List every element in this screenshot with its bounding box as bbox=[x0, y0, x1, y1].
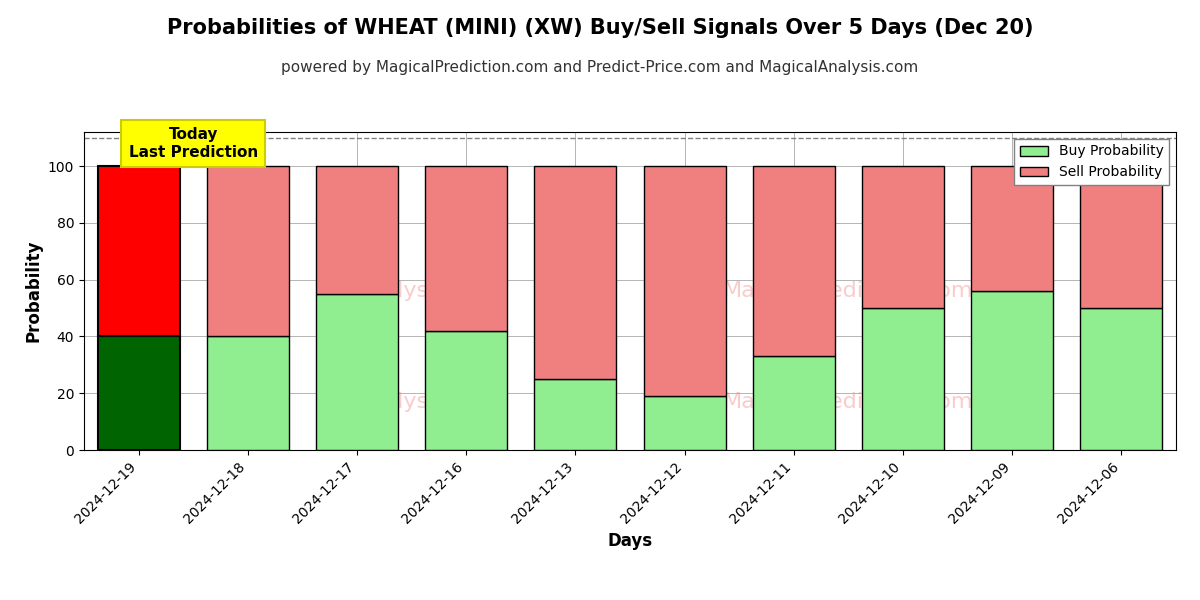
Bar bbox=[97, 166, 180, 337]
Bar bbox=[862, 166, 944, 308]
Legend: Buy Probability, Sell Probability: Buy Probability, Sell Probability bbox=[1014, 139, 1169, 185]
Bar bbox=[752, 356, 835, 450]
Text: Probabilities of WHEAT (MINI) (XW) Buy/Sell Signals Over 5 Days (Dec 20): Probabilities of WHEAT (MINI) (XW) Buy/S… bbox=[167, 18, 1033, 38]
Text: powered by MagicalPrediction.com and Predict-Price.com and MagicalAnalysis.com: powered by MagicalPrediction.com and Pre… bbox=[281, 60, 919, 75]
Bar bbox=[425, 166, 508, 331]
Bar bbox=[534, 166, 617, 379]
Bar bbox=[643, 396, 726, 450]
Bar bbox=[643, 166, 726, 396]
Text: MagicalPrediction.com: MagicalPrediction.com bbox=[724, 392, 973, 412]
Bar bbox=[1080, 308, 1163, 450]
Bar bbox=[206, 166, 289, 337]
Bar bbox=[752, 166, 835, 356]
Text: MagicalPrediction.com: MagicalPrediction.com bbox=[724, 281, 973, 301]
Bar bbox=[1080, 166, 1163, 308]
Bar bbox=[971, 291, 1054, 450]
Bar bbox=[206, 337, 289, 450]
Bar bbox=[97, 337, 180, 450]
Bar bbox=[971, 166, 1054, 291]
Bar bbox=[862, 308, 944, 450]
Text: calAnalysis.com: calAnalysis.com bbox=[323, 281, 500, 301]
X-axis label: Days: Days bbox=[607, 532, 653, 550]
Y-axis label: Probability: Probability bbox=[24, 240, 42, 342]
Bar bbox=[534, 379, 617, 450]
Text: Today
Last Prediction: Today Last Prediction bbox=[128, 127, 258, 160]
Text: calAnalysis.com: calAnalysis.com bbox=[323, 392, 500, 412]
Bar bbox=[316, 294, 398, 450]
Bar bbox=[425, 331, 508, 450]
Bar bbox=[316, 166, 398, 294]
